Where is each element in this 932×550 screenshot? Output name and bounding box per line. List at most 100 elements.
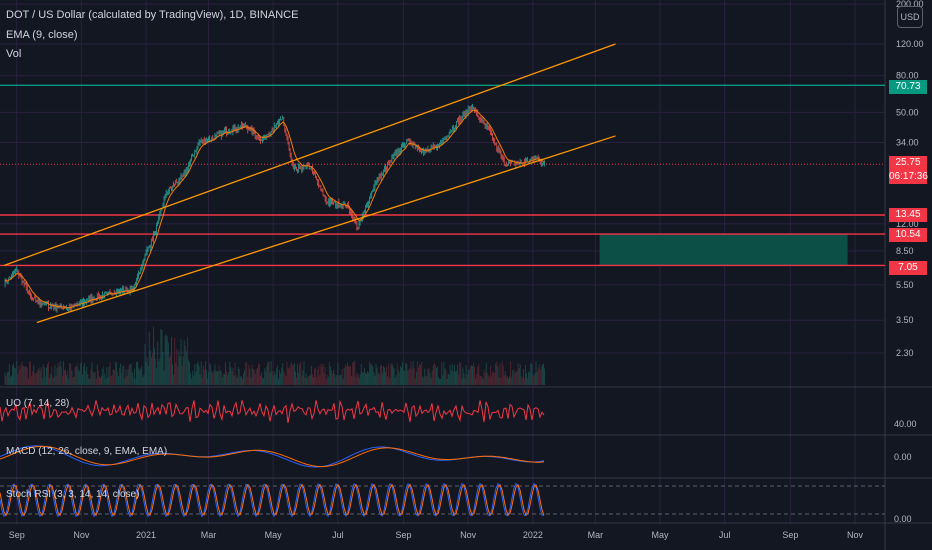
volume-bar bbox=[525, 364, 526, 385]
volume-bar bbox=[197, 361, 199, 385]
volume-bar bbox=[301, 375, 303, 385]
volume-bar bbox=[255, 369, 257, 385]
volume-bar bbox=[175, 362, 177, 385]
volume-bar bbox=[428, 367, 430, 385]
price-channel[interactable] bbox=[3, 43, 616, 324]
volume-bar bbox=[90, 369, 92, 385]
volume-bar bbox=[69, 362, 71, 385]
time-tick-label: Sep bbox=[9, 530, 25, 540]
time-tick-label: May bbox=[651, 530, 669, 540]
volume-bar bbox=[145, 362, 147, 385]
volume-bar bbox=[183, 340, 185, 385]
volume-bar bbox=[43, 367, 45, 385]
volume-bar bbox=[438, 377, 440, 385]
volume-bar bbox=[161, 329, 163, 385]
volume-bar bbox=[343, 368, 345, 385]
volume-bar bbox=[431, 370, 433, 385]
volume-bar bbox=[167, 342, 169, 385]
volume-bar bbox=[79, 363, 81, 385]
volume-bar bbox=[17, 373, 19, 385]
volume-bar bbox=[362, 372, 364, 385]
volume-bar bbox=[302, 370, 304, 385]
volume-bar bbox=[496, 361, 498, 385]
stoch-rsi-legend[interactable]: Stoch RSI (3, 3, 14, 14, close) bbox=[6, 489, 140, 500]
volume-bar bbox=[112, 369, 114, 385]
volume-bar bbox=[108, 366, 110, 385]
currency-badge[interactable]: USD bbox=[897, 6, 923, 28]
volume-bar bbox=[177, 366, 179, 385]
volume-bar bbox=[466, 374, 468, 385]
volume-bar bbox=[440, 378, 442, 385]
volume-bar bbox=[313, 377, 314, 385]
volume-bar bbox=[334, 373, 336, 385]
volume-bars bbox=[4, 326, 545, 385]
volume-bar bbox=[470, 365, 472, 385]
volume-bar bbox=[34, 373, 36, 385]
volume-bar bbox=[344, 364, 346, 385]
volume-bar bbox=[245, 362, 247, 385]
volume-bar bbox=[121, 372, 123, 385]
volume-bar bbox=[252, 368, 254, 385]
volume-bar bbox=[126, 376, 128, 385]
volume-bar bbox=[484, 373, 486, 385]
volume-bar bbox=[318, 366, 320, 385]
volume-bar bbox=[148, 331, 150, 385]
volume-bar bbox=[42, 363, 44, 385]
volume-bar bbox=[299, 364, 301, 385]
volume-bar bbox=[213, 370, 215, 385]
volume-bar bbox=[249, 368, 251, 385]
volume-bar bbox=[58, 366, 60, 385]
volume-bar bbox=[367, 371, 369, 385]
channel-upper-line[interactable] bbox=[3, 43, 616, 267]
volume-bar bbox=[452, 371, 454, 385]
volume-bar bbox=[222, 373, 224, 385]
volume-bar bbox=[420, 364, 421, 385]
volume-bar bbox=[456, 370, 458, 385]
volume-bar bbox=[40, 367, 42, 385]
volume-bar bbox=[289, 365, 291, 385]
volume-bar bbox=[516, 370, 518, 385]
volume-bar bbox=[190, 373, 192, 385]
candlesticks[interactable] bbox=[4, 103, 545, 313]
price-tick-label: 34.00 bbox=[896, 138, 919, 148]
volume-bar bbox=[153, 326, 154, 385]
ema-legend[interactable]: EMA (9, close) bbox=[6, 29, 78, 41]
horizontal-levels[interactable] bbox=[0, 84, 885, 267]
volume-bar bbox=[243, 373, 245, 385]
channel-lower-line[interactable] bbox=[36, 135, 616, 324]
volume-bar bbox=[107, 377, 109, 385]
volume-bar bbox=[13, 363, 15, 385]
volume-bar bbox=[135, 378, 136, 385]
volume-bar bbox=[159, 358, 161, 385]
price-tick-label: 5.50 bbox=[896, 280, 914, 290]
volume-bar bbox=[405, 363, 407, 385]
volume-bar bbox=[346, 362, 348, 385]
volume-bar bbox=[114, 362, 116, 385]
volume-bar bbox=[512, 370, 514, 385]
volume-bar bbox=[250, 377, 252, 385]
volume-bar bbox=[109, 362, 111, 385]
volume-bar bbox=[300, 361, 302, 385]
price-axis[interactable]: 200.00 120.00 80.00 50.00 34.00 12.00 8.50 5.50… bbox=[894, 0, 924, 524]
volume-bar bbox=[417, 367, 419, 385]
price-tick-label: 80.00 bbox=[896, 71, 919, 81]
macd-legend[interactable]: MACD (12, 26, close, 9, EMA, EMA) bbox=[6, 446, 168, 457]
volume-bar bbox=[64, 370, 65, 385]
uo-legend[interactable]: UO (7, 14, 28) bbox=[6, 398, 70, 409]
volume-bar bbox=[337, 362, 339, 385]
volume-bar bbox=[4, 372, 6, 385]
volume-bar bbox=[468, 369, 470, 385]
volume-bar bbox=[414, 378, 416, 385]
volume-bar bbox=[219, 370, 221, 385]
volume-bar bbox=[215, 371, 217, 385]
time-axis[interactable]: Sep Nov 2021 Mar May Jul Sep Nov 2022 Mar May Jul Se… bbox=[9, 530, 864, 540]
volume-bar bbox=[307, 375, 309, 385]
volume-bar bbox=[14, 367, 16, 385]
volume-bar bbox=[424, 368, 426, 385]
time-tick-label: Nov bbox=[73, 530, 90, 540]
volume-bar bbox=[455, 371, 456, 385]
volume-bar bbox=[182, 356, 184, 385]
volume-legend[interactable]: Vol bbox=[6, 48, 22, 60]
volume-bar bbox=[388, 363, 390, 385]
